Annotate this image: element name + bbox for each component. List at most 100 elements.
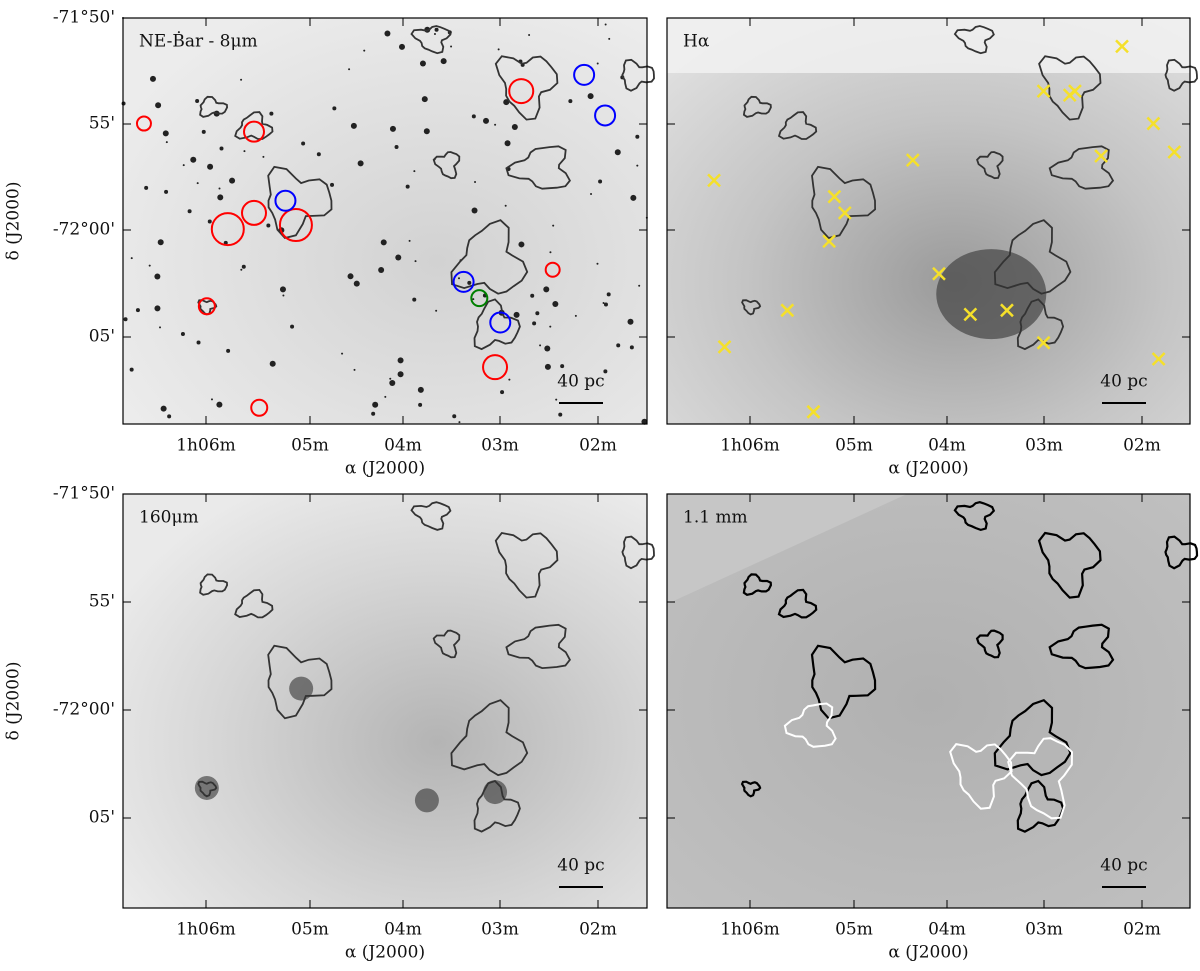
star — [530, 293, 535, 298]
contour — [1164, 535, 1199, 570]
y-tick-label: -71°50' — [53, 484, 115, 504]
contour — [742, 95, 772, 118]
star — [535, 311, 540, 316]
y-tick-label: -72°00' — [53, 220, 115, 240]
x-tick-label: 02m — [1123, 436, 1161, 456]
x-tick-label: 03m — [1025, 436, 1063, 456]
image-background — [667, 18, 1190, 424]
star — [155, 102, 162, 109]
star — [282, 294, 285, 297]
star — [378, 267, 385, 274]
scale-bar-label: 40 pc — [557, 372, 604, 392]
star — [532, 321, 537, 326]
scale-bar-label: 40 pc — [1100, 856, 1147, 876]
star — [434, 27, 439, 32]
star — [549, 325, 552, 328]
star — [457, 277, 460, 280]
dust-peak — [289, 676, 314, 701]
star — [372, 401, 379, 408]
y-tick-label: 55' — [89, 114, 115, 134]
star — [395, 254, 402, 261]
source-marker — [241, 199, 267, 226]
star — [389, 379, 396, 386]
star — [504, 204, 507, 207]
star — [543, 286, 550, 293]
star — [316, 152, 321, 157]
star — [164, 189, 169, 194]
star — [616, 343, 621, 348]
star — [417, 386, 424, 393]
star — [301, 141, 306, 146]
x-tick-label: 05m — [291, 436, 329, 456]
star — [332, 106, 337, 111]
star — [223, 240, 228, 245]
star — [353, 368, 356, 371]
star — [641, 418, 648, 425]
star — [157, 239, 164, 246]
source-cross — [1146, 116, 1161, 131]
source-cross — [1068, 84, 1082, 98]
contour — [410, 501, 452, 531]
contour — [234, 111, 274, 140]
contour — [267, 165, 333, 240]
x-tick-label: 05m — [291, 920, 329, 940]
star — [450, 45, 453, 48]
panel: 160μm 40 pc 1h06m 05m 04m 03m 02m α (J2000) -71°… — [4, 484, 655, 963]
source-marker — [135, 115, 152, 132]
source-marker — [452, 270, 475, 293]
star — [503, 99, 510, 106]
panel-label: 1.1 mm — [683, 508, 748, 528]
star — [598, 179, 603, 184]
contour — [197, 299, 218, 316]
x-tick-label: 02m — [579, 920, 617, 940]
star — [405, 184, 410, 189]
star — [201, 129, 206, 134]
star — [419, 60, 426, 67]
star — [440, 58, 447, 65]
star — [243, 150, 246, 153]
x-tick-label: 04m — [384, 920, 422, 940]
contour — [494, 55, 559, 121]
star — [433, 32, 436, 35]
source-cross — [932, 266, 946, 281]
star — [596, 62, 599, 65]
image-background — [123, 494, 647, 908]
star — [159, 326, 162, 329]
contour-white — [783, 702, 837, 748]
y-tick-label: -71°50' — [53, 8, 115, 28]
star — [240, 78, 243, 81]
star — [500, 390, 505, 395]
star — [195, 99, 200, 104]
contour — [1016, 779, 1065, 833]
no-data-region — [667, 494, 907, 604]
star — [182, 164, 185, 167]
star — [590, 192, 593, 195]
star — [162, 130, 169, 137]
star — [165, 141, 168, 144]
x-tick-label: 03m — [481, 436, 519, 456]
star — [279, 286, 286, 293]
star — [435, 309, 438, 312]
star — [196, 182, 199, 185]
star — [471, 207, 478, 214]
star — [558, 412, 563, 417]
source-cross — [780, 303, 795, 318]
scale-bar-label: 40 pc — [1100, 372, 1147, 392]
star — [123, 317, 128, 322]
star — [353, 280, 360, 287]
star — [240, 268, 243, 271]
nebula — [936, 249, 1047, 340]
star — [614, 149, 621, 156]
source-cross — [822, 234, 837, 249]
star — [148, 264, 151, 267]
x-tick-label: 1h06m — [720, 436, 780, 456]
contour — [621, 58, 655, 92]
star — [341, 352, 344, 355]
contour — [621, 535, 655, 570]
star — [180, 331, 185, 336]
contour — [742, 573, 773, 596]
frame — [666, 493, 1191, 909]
star — [389, 377, 392, 380]
frame — [122, 17, 648, 425]
star — [154, 305, 161, 312]
